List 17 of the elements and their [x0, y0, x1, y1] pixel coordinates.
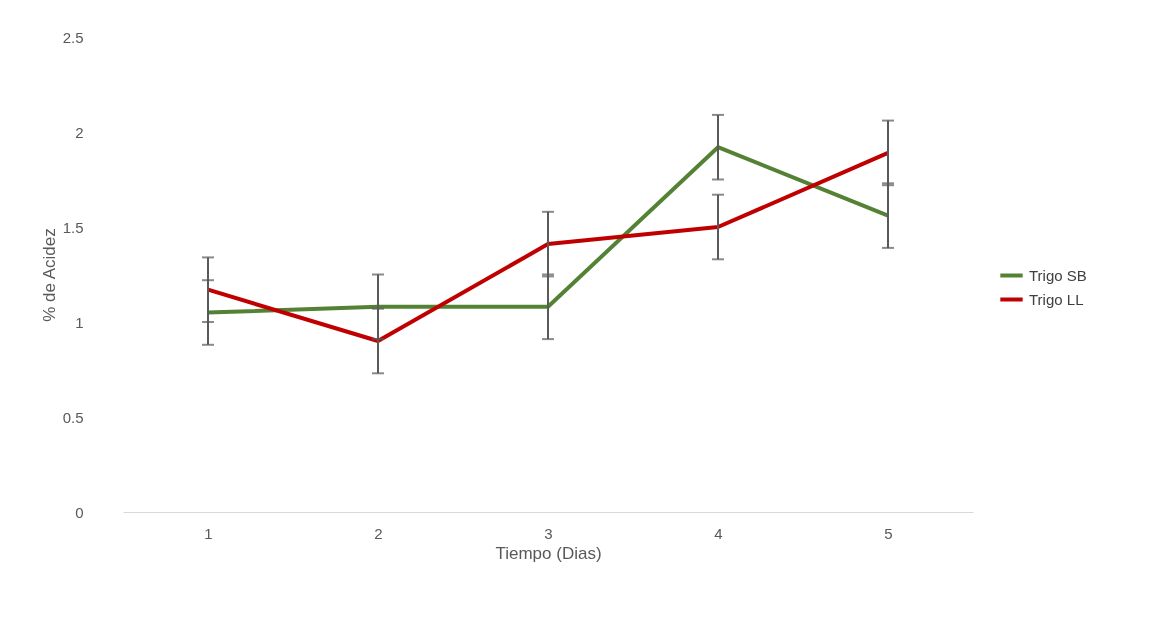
y-axis-title: % de Acidez: [39, 228, 59, 322]
y-tick-label: 2.5: [62, 28, 84, 46]
legend-label: Trigo LL: [1029, 290, 1084, 308]
x-tick-label: 1: [204, 524, 213, 542]
line-series: [206, 145, 890, 315]
x-tick-label: 4: [714, 524, 723, 542]
x-tick-label: 2: [374, 524, 383, 542]
x-axis-title: Tiempo (Dias): [495, 543, 602, 563]
y-tick-label: 1: [75, 313, 84, 331]
y-tick-label: 1.5: [62, 218, 84, 236]
y-tick-label: 2: [75, 123, 84, 141]
line-series: [206, 150, 890, 343]
x-tick-label: 5: [884, 524, 893, 542]
y-tick-label: 0: [75, 503, 84, 521]
y-tick-label: 0.5: [62, 408, 84, 426]
x-tick-label: 3: [544, 524, 553, 542]
legend-label: Trigo SB: [1029, 266, 1087, 284]
